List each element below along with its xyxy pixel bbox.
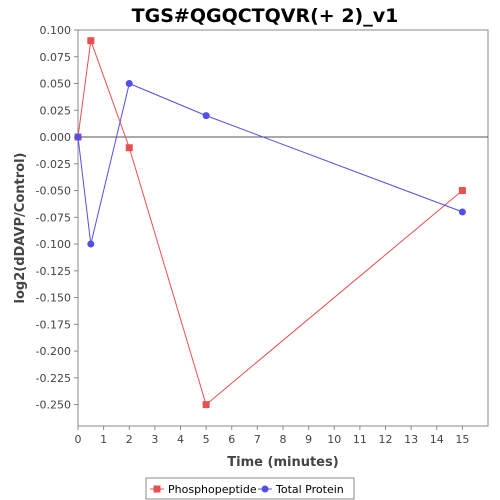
total-protein-point: [74, 133, 82, 141]
x-axis: 0 1 2 3 4 5 6 7 8 9 10 11 12 13 14 15: [75, 426, 469, 446]
total-protein-point: [125, 80, 133, 88]
y-tick-label: 0.100: [40, 24, 72, 37]
y-tick-label: 0.000: [40, 131, 72, 144]
phosphopeptide-point: [202, 401, 210, 409]
y-tick-label: -0.175: [36, 318, 71, 331]
x-tick-label: 9: [305, 433, 312, 446]
y-tick-label: -0.225: [36, 372, 71, 385]
x-tick-label: 2: [126, 433, 133, 446]
legend-label: Total Protein: [275, 483, 344, 496]
y-tick-label: -0.200: [36, 345, 71, 358]
y-tick-label: -0.025: [36, 158, 71, 171]
chart-title: TGS#QGQCTQVR(+ 2)_v1: [132, 5, 399, 27]
legend-item-phosphopeptide: Phosphopeptide: [150, 483, 257, 496]
plot-area: [77, 29, 489, 427]
y-tick-label: 0.075: [40, 51, 72, 64]
x-tick-label: 14: [430, 433, 444, 446]
x-axis-label: Time (minutes): [227, 455, 338, 470]
x-tick-label: 15: [455, 433, 469, 446]
total-protein-point: [87, 240, 95, 248]
total-protein-point: [458, 208, 466, 216]
x-tick-label: 1: [100, 433, 107, 446]
y-tick-label: -0.075: [36, 211, 71, 224]
x-tick-label: 3: [151, 433, 158, 446]
y-tick-label: -0.050: [36, 185, 71, 198]
x-tick-label: 7: [254, 433, 261, 446]
x-tick-label: 13: [404, 433, 418, 446]
phosphopeptide-point: [125, 144, 133, 152]
legend-box: [145, 477, 355, 500]
x-tick-label: 5: [203, 433, 210, 446]
phosphopeptide-point: [87, 37, 95, 45]
legend-item-total-protein: Total Protein: [258, 483, 344, 496]
y-axis-label: log2(dDAVP/Control): [13, 153, 28, 304]
y-tick-label: -0.125: [36, 265, 71, 278]
total-protein-point: [202, 112, 210, 120]
legend-label: Phosphopeptide: [168, 483, 257, 496]
y-tick-label: -0.150: [36, 292, 71, 305]
legend-marker: [153, 485, 161, 493]
y-tick-label: -0.100: [36, 238, 71, 251]
x-tick-label: 11: [353, 433, 367, 446]
y-axis: 0.100 0.075 0.050 0.025 0.000 -0.025 -0.050 -0.…: [36, 24, 78, 412]
phosphopeptide-point: [458, 187, 466, 195]
legend-marker: [261, 485, 269, 493]
y-tick-label: 0.050: [40, 78, 72, 91]
legend: Phosphopeptide Total Protein: [145, 477, 355, 500]
y-tick-label: -0.250: [36, 399, 71, 412]
y-tick-label: 0.025: [40, 104, 72, 117]
x-tick-label: 8: [280, 433, 287, 446]
x-tick-label: 10: [327, 433, 341, 446]
series-total-protein: [74, 80, 466, 248]
x-tick-label: 4: [177, 433, 184, 446]
x-tick-label: 0: [75, 433, 82, 446]
x-tick-label: 6: [228, 433, 235, 446]
x-tick-label: 12: [379, 433, 393, 446]
series-layer: [74, 37, 466, 409]
